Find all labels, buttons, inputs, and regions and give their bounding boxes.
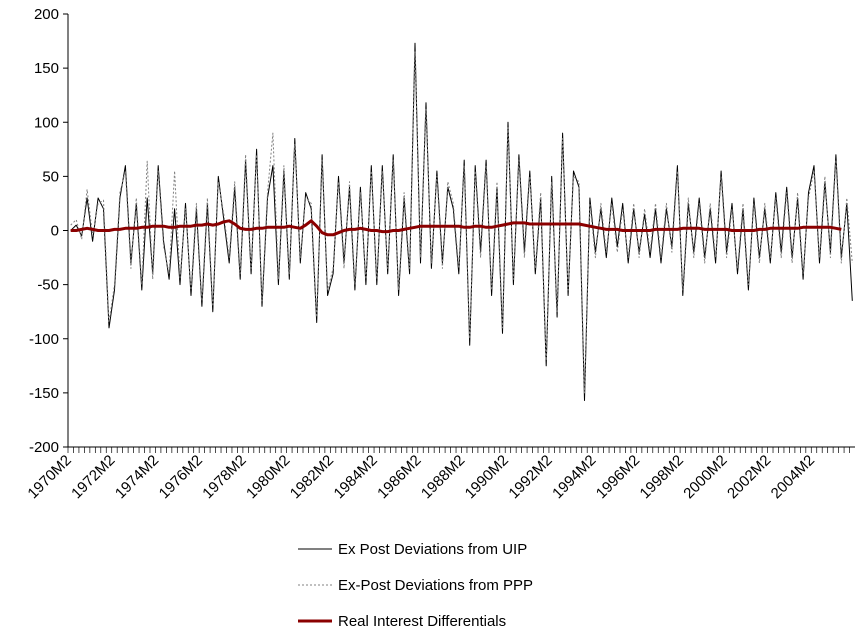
legend-label: Ex-Post Deviations from PPP bbox=[338, 577, 533, 594]
legend-label: Real Interest Differentials bbox=[338, 613, 506, 630]
x-tick-label: 1988M2 bbox=[418, 452, 468, 502]
x-tick-label: 1984M2 bbox=[331, 452, 381, 502]
x-tick-label: 1990M2 bbox=[462, 452, 512, 502]
x-tick-label: 1972M2 bbox=[68, 452, 118, 502]
y-tick-label: 100 bbox=[34, 114, 59, 131]
series-line bbox=[70, 219, 842, 237]
y-tick-label: -100 bbox=[29, 331, 59, 348]
y-tick-label: -150 bbox=[29, 385, 59, 402]
x-tick-label: 1980M2 bbox=[243, 452, 293, 502]
x-tick-label: 2000M2 bbox=[680, 452, 730, 502]
legend-label: Ex Post Deviations from UIP bbox=[338, 541, 527, 558]
y-tick-label: 0 bbox=[51, 223, 59, 240]
x-tick-label: 1976M2 bbox=[156, 452, 206, 502]
x-tick-label: 1986M2 bbox=[374, 452, 424, 502]
y-tick-label: -200 bbox=[29, 439, 59, 456]
y-tick-label: 150 bbox=[34, 60, 59, 77]
y-tick-label: 200 bbox=[34, 6, 59, 23]
x-tick-label: 1974M2 bbox=[112, 452, 162, 502]
x-tick-label: 1970M2 bbox=[24, 452, 74, 502]
series-line bbox=[70, 51, 853, 394]
x-tick-label: 1992M2 bbox=[505, 452, 555, 502]
y-tick-label: -50 bbox=[37, 277, 59, 294]
x-tick-label: 1994M2 bbox=[549, 452, 599, 502]
x-tick-label: 1982M2 bbox=[287, 452, 337, 502]
x-tick-label: 1978M2 bbox=[199, 452, 249, 502]
y-tick-label: 50 bbox=[42, 168, 59, 185]
x-tick-label: 1998M2 bbox=[637, 452, 687, 502]
x-tick-label: 1996M2 bbox=[593, 452, 643, 502]
x-tick-label: 2004M2 bbox=[768, 452, 818, 502]
x-tick-label: 2002M2 bbox=[724, 452, 774, 502]
